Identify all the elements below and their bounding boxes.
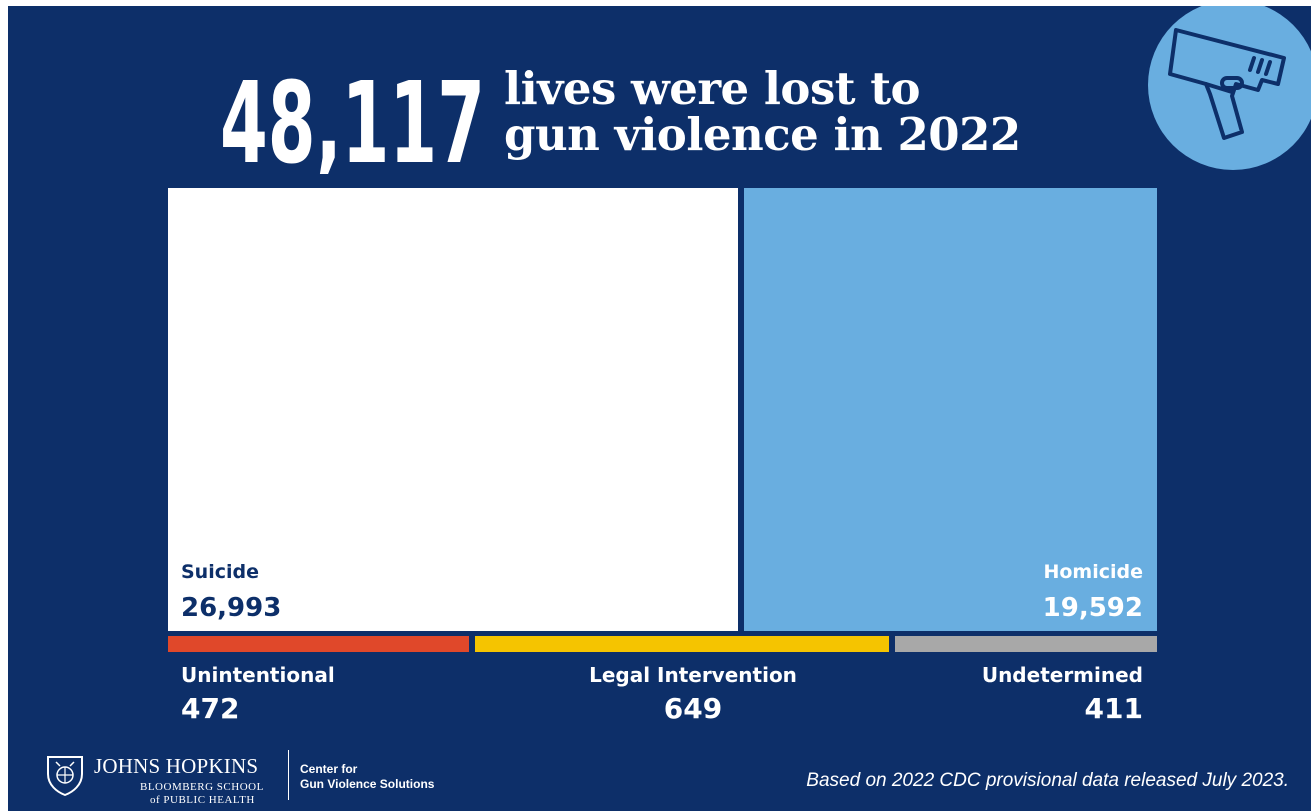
jhu-public-health-line: of PUBLIC HEALTH [150, 794, 255, 806]
headline-line-2: gun violence in 2022 [504, 108, 1021, 161]
headline-line-1: lives were lost to [504, 62, 921, 115]
label-homicide-value: 19,592 [1043, 593, 1143, 623]
headline-count: 48,117 [220, 59, 485, 174]
bar-unintentional [168, 636, 469, 652]
source-note: Based on 2022 CDC provisional data relea… [806, 770, 1289, 791]
label-undetermined-value: 411 [1085, 692, 1143, 725]
logo-divider [288, 750, 289, 800]
footer-logos: JOHNS HOPKINS BLOOMBERG SCHOOL of PUBLIC… [44, 748, 494, 808]
label-legal-intervention-name: Legal Intervention [589, 663, 797, 687]
label-suicide-value: 26,993 [181, 593, 281, 623]
bar-legal-intervention [475, 636, 889, 652]
bar-suicide [168, 188, 738, 631]
jhu-school-line: BLOOMBERG SCHOOL [140, 781, 264, 793]
infographic: 48,117 lives were lost to gun violence i… [8, 6, 1311, 811]
center-name-line-1: Center for [300, 762, 358, 776]
headline-text: lives were lost to gun violence in 2022 [504, 66, 1124, 158]
bar-homicide [744, 188, 1157, 631]
jhu-shield-logo [47, 756, 83, 796]
treemap-chart: Suicide 26,993 Homicide 19,592 Unintentional… [168, 188, 1157, 725]
label-unintentional-value: 472 [181, 692, 239, 725]
label-unintentional-name: Unintentional [181, 663, 335, 687]
headline-count-text: 48,117 [220, 59, 485, 174]
center-name-line-2: Gun Violence Solutions [300, 777, 435, 791]
handgun-icon-badge [1148, 6, 1311, 170]
handgun-icon [1168, 28, 1286, 140]
label-suicide-name: Suicide [181, 561, 259, 583]
label-legal-intervention-value: 649 [664, 692, 722, 725]
label-homicide-name: Homicide [1043, 561, 1143, 583]
label-undetermined-name: Undetermined [982, 663, 1143, 687]
bar-undetermined [895, 636, 1157, 652]
jhu-name: JOHNS HOPKINS [94, 754, 259, 778]
